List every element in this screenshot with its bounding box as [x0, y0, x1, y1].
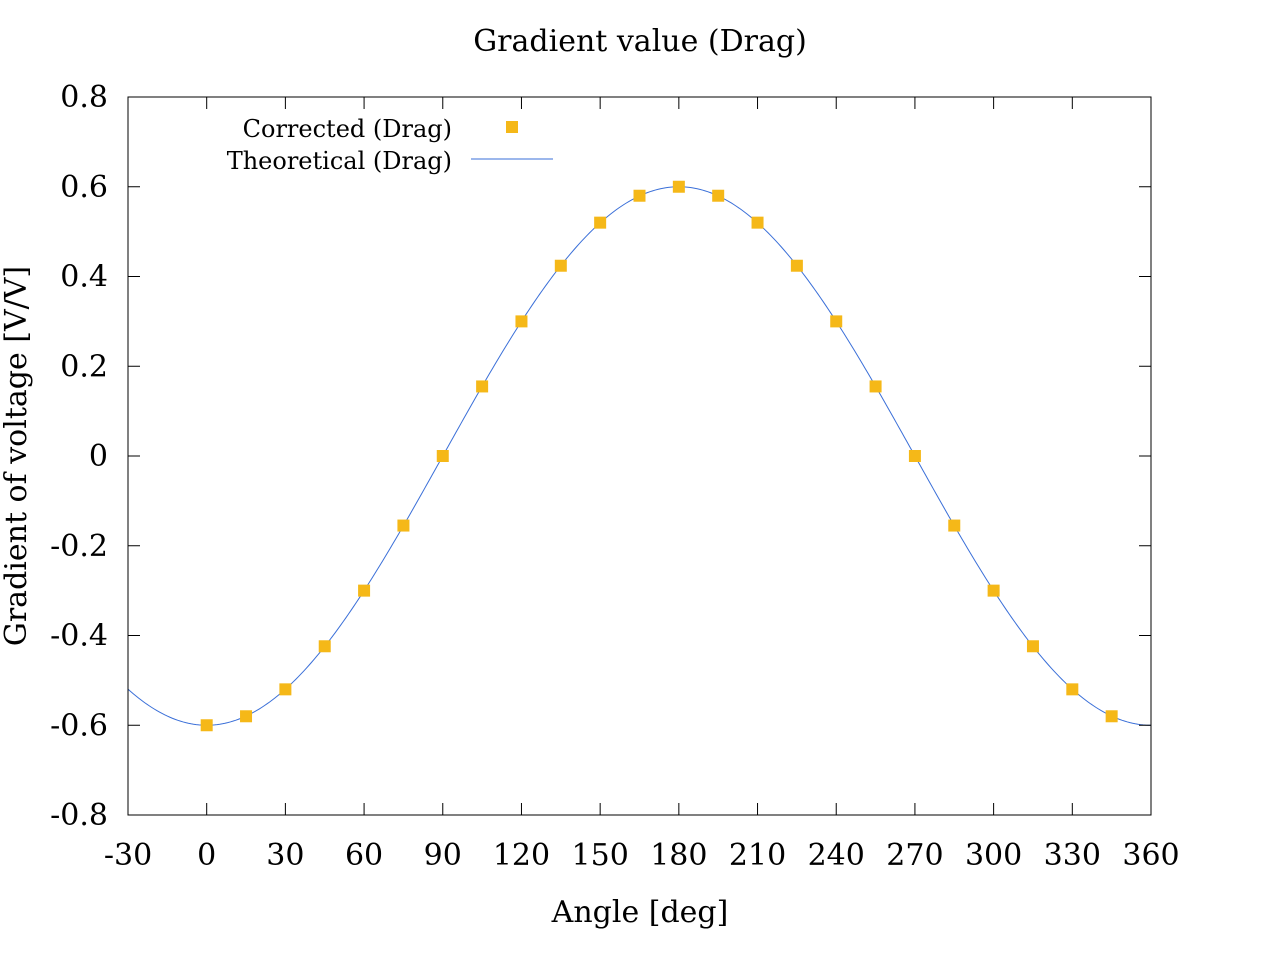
y-tick-label: -0.6 — [50, 708, 108, 743]
x-tick-label: 120 — [493, 838, 550, 873]
data-point — [318, 640, 331, 653]
data-point — [436, 450, 449, 462]
x-tick-label: 180 — [650, 838, 707, 873]
x-tick-label: 330 — [1044, 838, 1101, 873]
legend: Corrected (Drag) Theoretical (Drag) — [227, 115, 553, 175]
data-point — [1105, 710, 1118, 723]
x-axis-label: Angle [deg] — [551, 895, 729, 930]
y-tick-label: 0 — [89, 439, 108, 474]
data-point — [594, 216, 607, 229]
data-point — [790, 259, 803, 272]
data-point — [1026, 640, 1039, 653]
y-tick-label: -0.2 — [50, 529, 108, 564]
y-tick-label: 0.6 — [60, 170, 108, 205]
data-point — [476, 380, 489, 393]
y-tick-label: -0.4 — [50, 619, 108, 654]
data-point — [633, 189, 646, 202]
y-tick-label: 0.4 — [60, 260, 108, 295]
y-tick-label: -0.8 — [50, 798, 108, 833]
data-point — [948, 519, 961, 532]
data-point — [1066, 683, 1079, 696]
x-tick-label: 270 — [886, 838, 943, 873]
chart-title: Gradient value (Drag) — [473, 24, 807, 59]
x-axis: -30 0 30 60 90 120 150 180 210 240 270 300 330 360 — [104, 97, 1180, 873]
data-point — [279, 683, 292, 696]
data-point — [987, 584, 1000, 597]
x-tick-label: 210 — [729, 838, 786, 873]
x-tick-label: 150 — [572, 838, 629, 873]
data-point — [712, 189, 725, 202]
x-tick-label: 360 — [1122, 838, 1179, 873]
x-tick-label: 300 — [965, 838, 1022, 873]
data-point — [751, 216, 764, 229]
data-point — [397, 519, 410, 532]
x-tick-label: 60 — [345, 838, 383, 873]
data-point — [672, 180, 685, 193]
y-axis-label: Gradient of voltage [V/V] — [0, 266, 34, 646]
y-tick-label: 0.2 — [60, 349, 108, 384]
data-point — [908, 450, 921, 462]
data-point — [554, 259, 567, 272]
x-tick-label: -30 — [104, 838, 152, 873]
data-point — [240, 710, 253, 723]
legend-marker-corrected — [506, 121, 518, 133]
x-tick-label: 240 — [808, 838, 865, 873]
plot-area — [128, 180, 1151, 732]
legend-label-theoretical: Theoretical (Drag) — [227, 147, 452, 175]
x-tick-label: 0 — [197, 838, 216, 873]
data-point — [200, 719, 213, 732]
x-tick-label: 30 — [266, 838, 304, 873]
y-tick-label: 0.8 — [60, 80, 108, 115]
y-axis: 0.8 0.6 0.4 0.2 0 -0.2 -0.4 -0.6 -0.8 — [50, 80, 1151, 833]
data-point — [830, 315, 843, 328]
data-point — [358, 584, 371, 597]
data-point — [515, 315, 528, 328]
legend-label-corrected: Corrected (Drag) — [243, 115, 452, 143]
x-tick-label: 90 — [424, 838, 462, 873]
data-point — [869, 380, 882, 393]
